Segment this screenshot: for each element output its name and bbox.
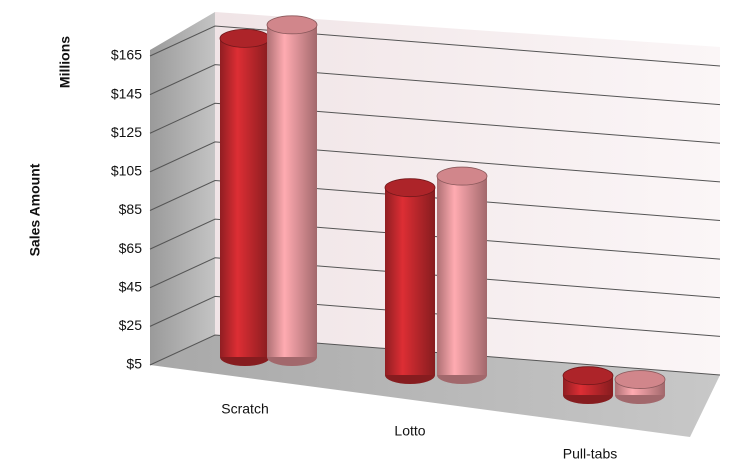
y-unit-label: Millions [57,36,73,88]
bar [220,38,270,357]
cylinder-top [614,370,666,389]
bar [385,187,435,375]
y-axis-title: Sales Amount [27,163,43,256]
marks [219,15,666,404]
grid-line [149,257,721,299]
y-tick-label: $105 [111,163,142,179]
y-tick-label: $85 [119,201,143,217]
bar [437,176,487,375]
cylinder-top [219,28,271,48]
grid-line [149,102,721,144]
grid-line [149,179,721,221]
grid [149,25,721,376]
x-tick-label: Scratch [221,401,268,417]
grid-line [149,334,721,376]
grid-line [149,141,721,183]
y-tick-label: $5 [126,356,142,372]
y-tick-label: $45 [119,278,143,294]
grid-line [149,218,721,260]
y-tick-label: $145 [111,85,142,101]
cylinder-top [562,366,614,386]
bar [267,24,317,357]
grid-line [149,295,721,337]
grid-line [149,25,721,67]
y-tick-label: $25 [119,317,143,333]
y-tick-label: $165 [111,47,142,63]
cylinder-top [436,166,488,186]
y-tick-label: $125 [111,124,142,140]
y-tick-label: $65 [119,240,143,256]
left-wall [150,12,215,365]
x-tick-label: Pull-tabs [563,446,617,462]
x-tick-label: Lotto [394,423,425,439]
cylinder-top [384,178,436,198]
grid-line [149,64,721,106]
cylinder-top [266,15,318,35]
